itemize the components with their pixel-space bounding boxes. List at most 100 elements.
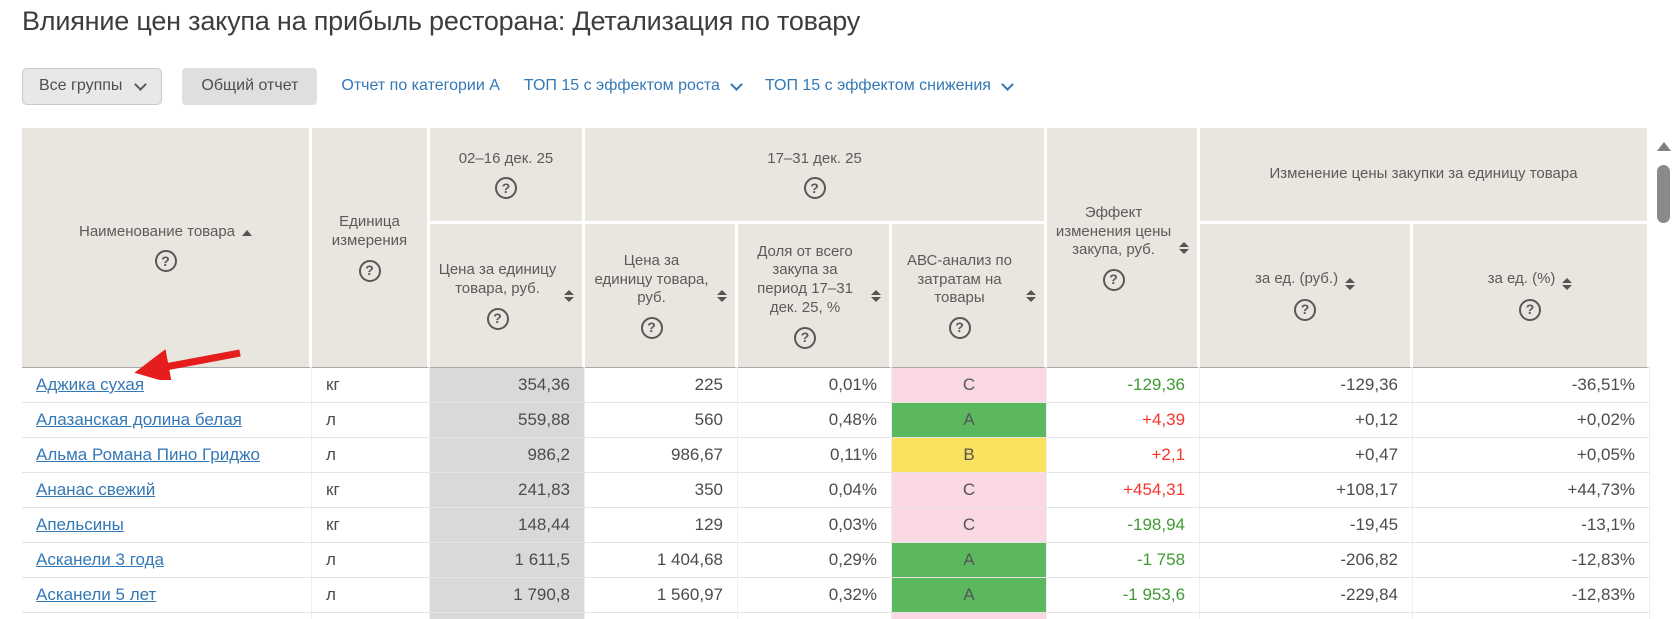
- price-p2-cell: 560: [585, 403, 738, 438]
- product-link[interactable]: Асканели 5 лет: [36, 585, 157, 604]
- abc-cell: C: [892, 473, 1048, 508]
- price-p2-cell: 1 560,97: [585, 578, 738, 613]
- unit-cell: л: [312, 578, 430, 613]
- col-header-abc[interactable]: АВС-анализ по затратам на товары ?: [892, 224, 1048, 368]
- price-p2-cell: 225: [585, 368, 738, 403]
- col-header-price-p1[interactable]: Цена за единицу товара, руб. ?: [430, 224, 585, 368]
- change-pct-cell: -12,83%: [1413, 578, 1651, 613]
- group-header-period2: 17–31 дек. 25 ?: [585, 128, 1048, 224]
- price-p1-cell: 148,44: [430, 508, 585, 543]
- change-rub-cell: -229,84: [1200, 578, 1414, 613]
- chevron-down-icon: [730, 78, 743, 91]
- table-row: Альма Романа Пино Гриджо л 986,2 986,67 …: [22, 438, 1651, 473]
- change-rub-cell: -129,36: [1200, 368, 1414, 403]
- help-icon[interactable]: ?: [358, 259, 381, 282]
- col-header-change-pct[interactable]: за ед. (%) ?: [1413, 224, 1651, 368]
- help-icon[interactable]: ?: [948, 317, 971, 340]
- col-header-change-rub[interactable]: за ед. (руб.) ?: [1200, 224, 1414, 368]
- product-name-cell: Алазанская долина белая: [22, 403, 312, 438]
- share-cell: 0,32%: [738, 578, 892, 613]
- price-p2-cell: 986,67: [585, 438, 738, 473]
- sort-asc-icon[interactable]: [242, 229, 253, 236]
- effect-cell: [1047, 613, 1201, 619]
- help-icon[interactable]: ?: [803, 177, 826, 200]
- abc-cell: B: [892, 438, 1048, 473]
- unit-cell: кг: [312, 368, 430, 403]
- product-link[interactable]: Апельсины: [36, 515, 124, 534]
- col-header-share[interactable]: Доля от всего закупа за период 17–31 дек…: [738, 224, 892, 368]
- share-cell: 0,03%: [738, 508, 892, 543]
- help-icon[interactable]: ?: [640, 317, 663, 340]
- unit-cell: кг: [312, 508, 430, 543]
- unit-cell: [312, 613, 430, 619]
- abc-cell: C: [892, 368, 1048, 403]
- sort-icon[interactable]: [1345, 278, 1356, 290]
- help-icon[interactable]: ?: [1102, 269, 1125, 292]
- table-row: Апельсины кг 148,44 129 0,03% C -198,94 …: [22, 508, 1651, 543]
- scrollbar[interactable]: [1656, 130, 1671, 619]
- effect-cell: +2,1: [1047, 438, 1201, 473]
- scroll-up-arrow-icon[interactable]: [1656, 142, 1671, 151]
- help-icon[interactable]: ?: [1519, 299, 1542, 321]
- unit-cell: кг: [312, 473, 430, 508]
- product-name-cell: Апельсины: [22, 508, 312, 543]
- sort-icon[interactable]: [871, 289, 881, 302]
- product-link[interactable]: Альма Романа Пино Гриджо: [36, 445, 260, 464]
- toolbar: Все группы Общий отчет Отчет по категори…: [22, 67, 1014, 105]
- price-p1-cell: 1 611,5: [430, 543, 585, 578]
- abc-cell: A: [892, 578, 1048, 613]
- share-cell: 0,01%: [738, 368, 892, 403]
- sort-icon[interactable]: [564, 289, 574, 302]
- help-icon[interactable]: ?: [794, 326, 816, 349]
- general-report-button[interactable]: Общий отчет: [182, 67, 318, 105]
- help-icon[interactable]: ?: [486, 307, 509, 330]
- unit-cell: л: [312, 403, 430, 438]
- top15-decline-link[interactable]: ТОП 15 с эффектом снижения: [764, 77, 1014, 95]
- col-header-unit[interactable]: Единица измерения ?: [312, 128, 430, 368]
- product-name-cell: Ананас свежий: [22, 473, 312, 508]
- col-header-product-name[interactable]: Наименование товара ?: [22, 128, 312, 368]
- table-row-partial: C: [22, 613, 1651, 619]
- col-header-price-p2[interactable]: Цена за единицу товара, руб. ?: [585, 224, 738, 368]
- effect-cell: -1 953,6: [1047, 578, 1201, 613]
- share-cell: 0,04%: [738, 473, 892, 508]
- table-row: Алазанская долина белая л 559,88 560 0,4…: [22, 403, 1651, 438]
- col-header-effect[interactable]: Эффект изменения цены закупа, руб. ?: [1047, 128, 1201, 368]
- top15-decline-label: ТОП 15 с эффектом снижения: [764, 77, 991, 94]
- share-cell: [738, 613, 892, 619]
- change-pct-cell: +44,73%: [1413, 473, 1651, 508]
- help-icon[interactable]: ?: [495, 177, 517, 200]
- table-row: Асканели 5 лет л 1 790,8 1 560,97 0,32% …: [22, 578, 1651, 613]
- price-p1-cell: 1 790,8: [430, 578, 585, 613]
- product-name-cell: Аджика сухая: [22, 368, 312, 403]
- product-link[interactable]: Ананас свежий: [36, 480, 156, 499]
- change-pct-cell: -12,83%: [1413, 543, 1651, 578]
- group-filter-dropdown[interactable]: Все группы: [22, 67, 163, 105]
- sort-icon[interactable]: [717, 289, 727, 302]
- product-link[interactable]: Аджика сухая: [36, 375, 145, 394]
- group-filter-label: Все группы: [39, 77, 123, 94]
- category-a-report-label: Отчет по категории А: [341, 77, 500, 94]
- change-rub-cell: +0,47: [1200, 438, 1414, 473]
- price-p1-cell: 559,88: [430, 403, 585, 438]
- help-icon[interactable]: ?: [154, 250, 177, 273]
- change-rub-cell: +108,17: [1200, 473, 1414, 508]
- category-a-report-link[interactable]: Отчет по категории А: [341, 77, 499, 95]
- abc-cell: A: [892, 403, 1048, 438]
- scrollbar-thumb[interactable]: [1657, 165, 1670, 223]
- product-link[interactable]: Асканели 3 года: [36, 550, 164, 569]
- help-icon[interactable]: ?: [1294, 299, 1317, 321]
- chevron-down-icon: [1001, 78, 1014, 91]
- sort-icon[interactable]: [1562, 278, 1573, 290]
- top15-growth-link[interactable]: ТОП 15 с эффектом роста: [524, 77, 743, 95]
- price-p2-cell: [585, 613, 738, 619]
- change-pct-cell: -13,1%: [1413, 508, 1651, 543]
- sort-icon[interactable]: [1026, 289, 1037, 302]
- product-link[interactable]: Алазанская долина белая: [36, 410, 242, 429]
- sort-icon[interactable]: [1179, 241, 1190, 254]
- price-p2-cell: 350: [585, 473, 738, 508]
- change-rub-cell: -206,82: [1200, 543, 1414, 578]
- table-row: Ананас свежий кг 241,83 350 0,04% C +454…: [22, 473, 1651, 508]
- abc-cell: C: [892, 613, 1048, 619]
- share-cell: 0,11%: [738, 438, 892, 473]
